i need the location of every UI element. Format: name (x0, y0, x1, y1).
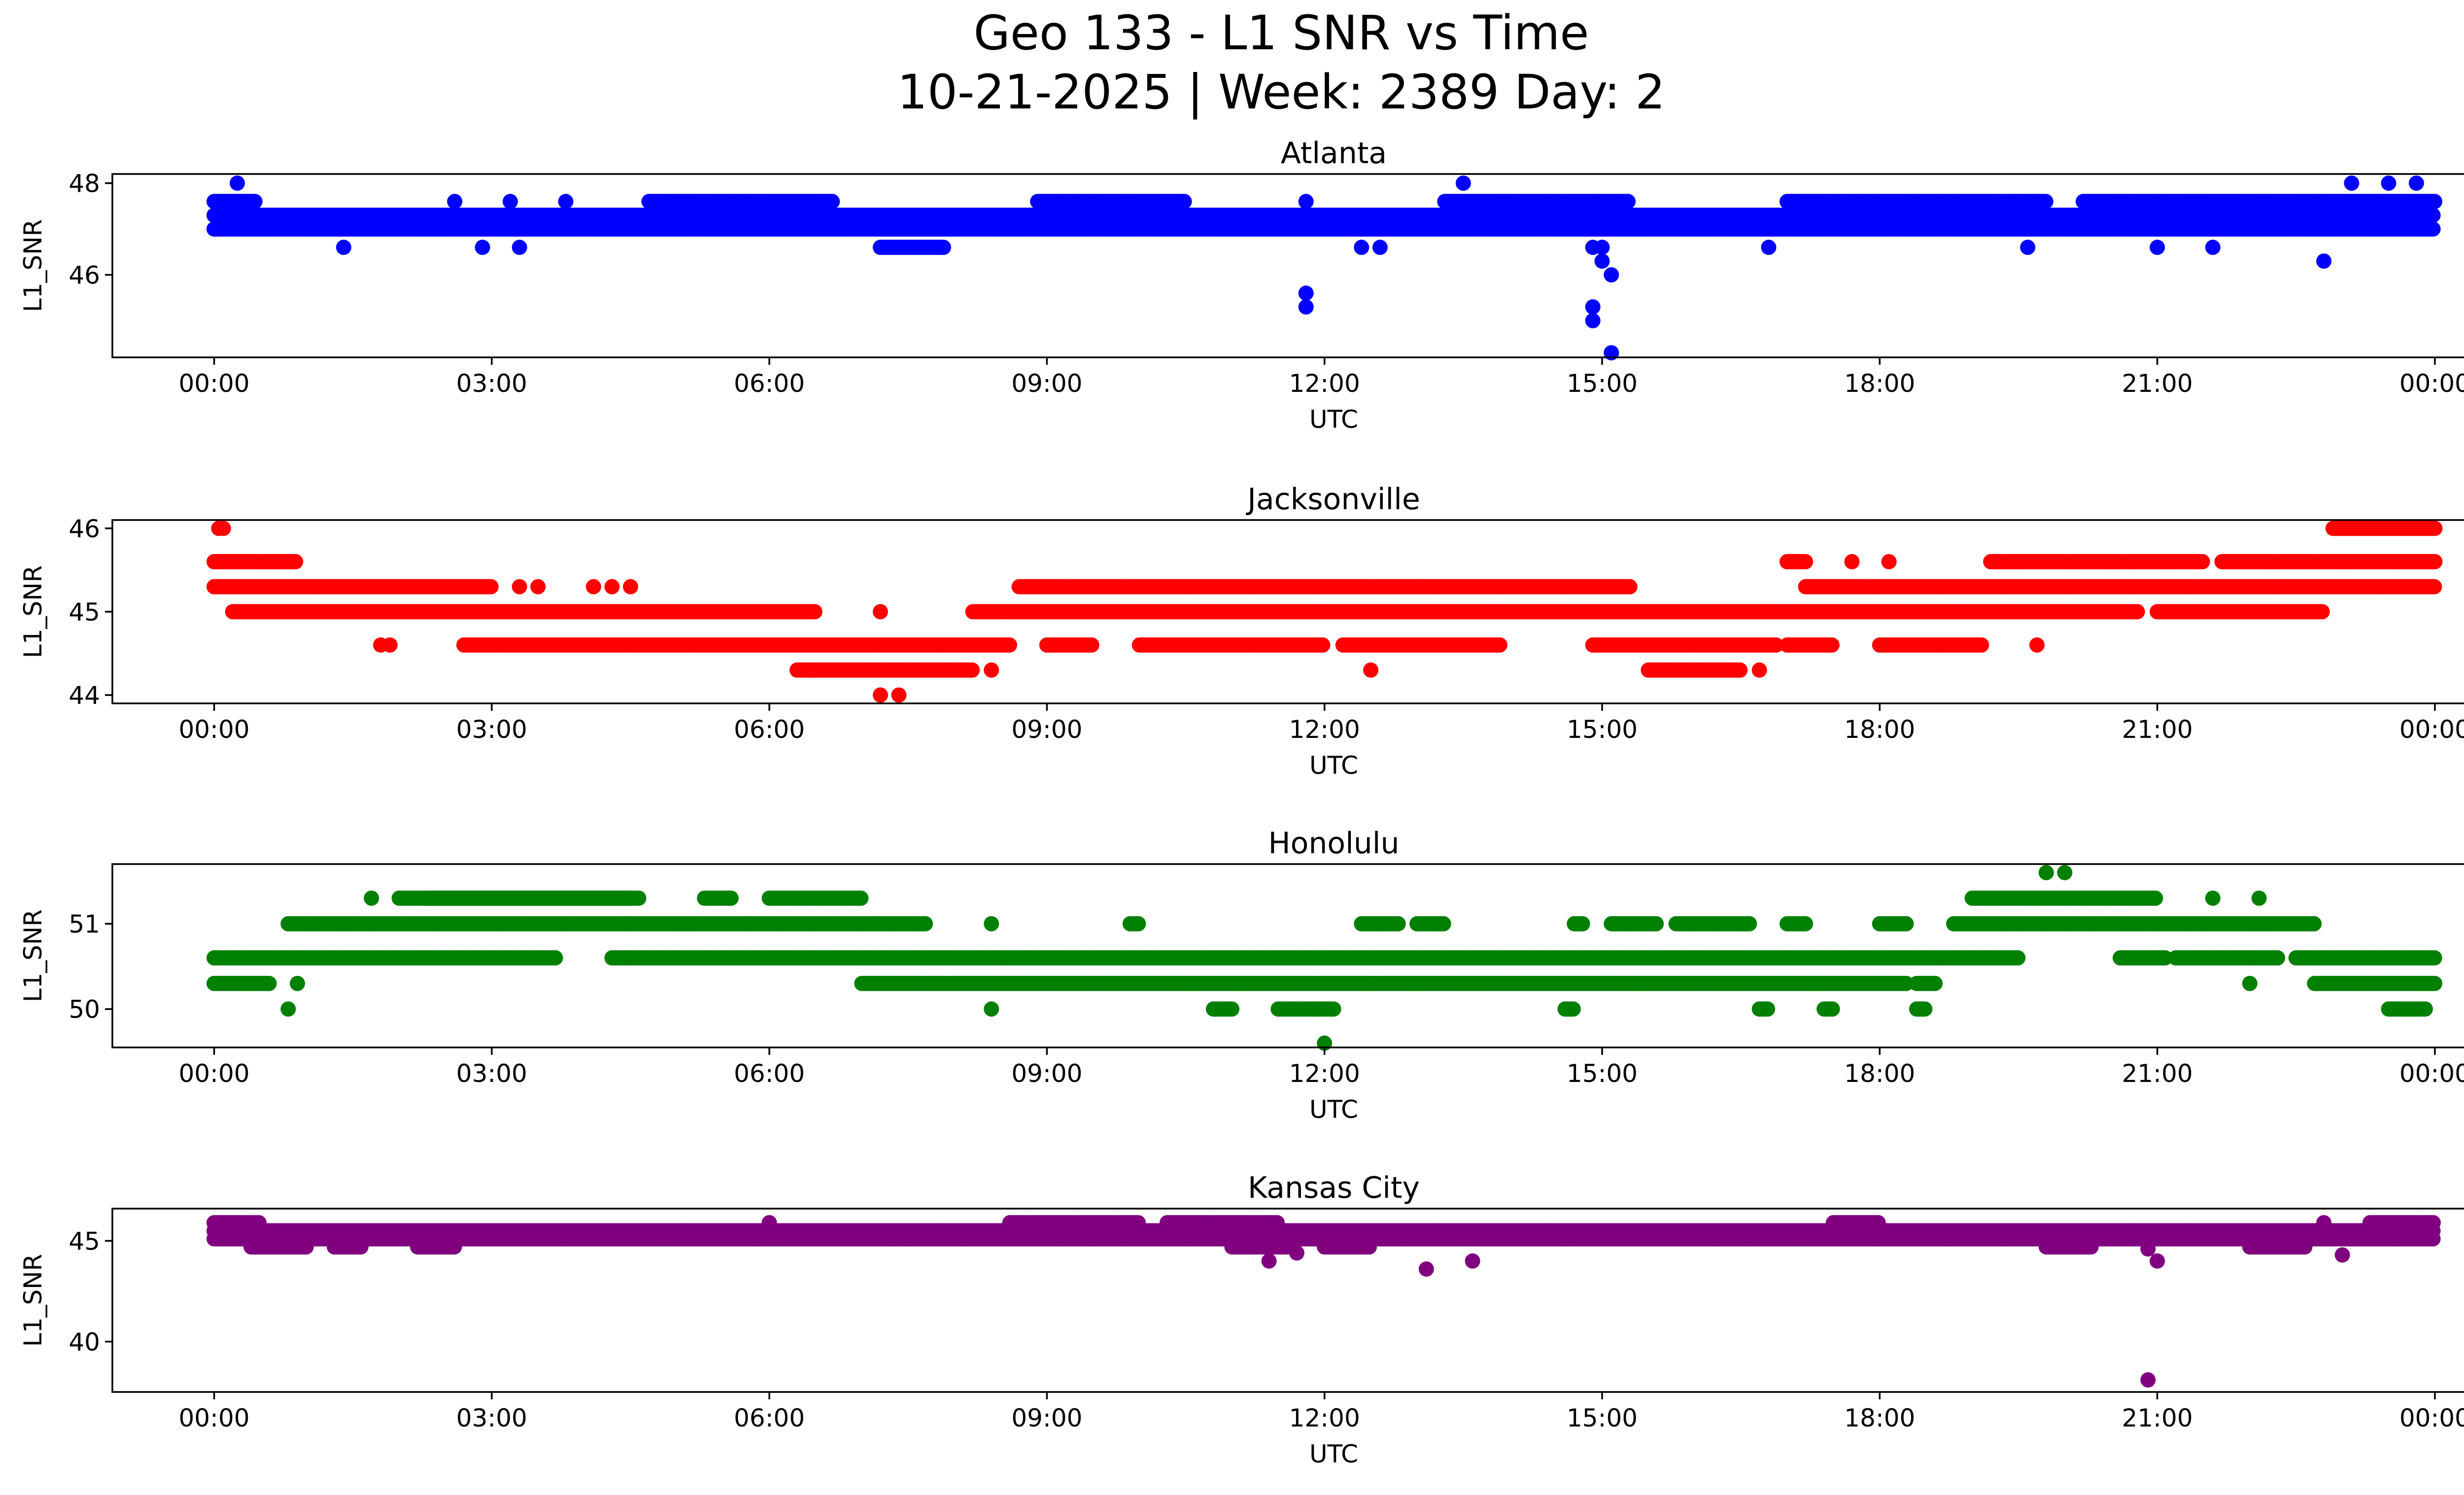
data-point (1761, 240, 1777, 255)
x-tick-label: 12:00 (1289, 369, 1360, 398)
data-point (2194, 554, 2210, 569)
x-tick-label: 03:00 (456, 369, 527, 398)
data-point (1594, 253, 1610, 269)
subplot-atlanta: Atlanta 00:00 03:00 06:00 09:00 12:00 15:00 18:… (19, 136, 2464, 434)
data-point (824, 194, 840, 209)
data-point (336, 240, 351, 255)
data-point (1585, 299, 1601, 315)
data-point (2129, 604, 2145, 620)
data-point (1798, 554, 1814, 569)
data-point (1354, 240, 1369, 255)
data-point (1372, 240, 1388, 255)
data-point (2150, 240, 2165, 255)
x-tick-label: 00:00 (178, 369, 249, 398)
data-point (1594, 240, 1610, 255)
data-point (447, 194, 463, 209)
x-tick-label: 15:00 (1567, 369, 1638, 398)
data-point (502, 194, 518, 209)
data-point (475, 240, 490, 255)
data-point (230, 175, 245, 191)
subplots: Atlanta 00:00 03:00 06:00 09:00 12:00 15:00 18:… (19, 136, 2464, 1468)
data-point (558, 194, 574, 209)
data-point (2205, 240, 2221, 255)
figure-title-line1: Geo 133 - L1 SNR vs Time (974, 5, 1589, 61)
data-point (2425, 208, 2441, 223)
data-point (1298, 299, 1314, 315)
data-point (1455, 175, 1471, 191)
subplot-title: Jacksonville (1245, 482, 1420, 517)
x-tick-label: 18:00 (1844, 369, 1915, 398)
x-axis-label: UTC (1309, 405, 1358, 434)
y-tick-label: 46 (68, 261, 100, 290)
data-point (2425, 221, 2441, 237)
subplot-title: Atlanta (1281, 136, 1387, 171)
data-point (2381, 175, 2396, 191)
data-point (1176, 194, 1192, 209)
data-point (2344, 175, 2360, 191)
data-series (206, 175, 2442, 361)
data-point (512, 240, 527, 255)
figure-title-line2: 10-21-2025 | Week: 2389 Day: 2 (897, 65, 1666, 120)
data-point (2427, 194, 2442, 209)
data-point (1620, 194, 1636, 209)
data-point (1298, 194, 1314, 209)
data-point (936, 240, 951, 255)
data-point (2020, 240, 2036, 255)
x-tick-label: 06:00 (734, 369, 805, 398)
data-point (2408, 175, 2424, 191)
x-tick-label: 09:00 (1011, 369, 1082, 398)
data-point (2314, 604, 2330, 620)
data-point (807, 604, 822, 620)
data-point (247, 194, 263, 209)
y-axis-label: L1_SNR (19, 219, 47, 313)
x-tick-label: 21:00 (2122, 369, 2193, 398)
y-tick-label: 48 (68, 170, 100, 198)
data-point (2038, 194, 2053, 209)
x-tick-label: 00:00 (2399, 369, 2464, 398)
data-point (2316, 253, 2332, 269)
data-point (1298, 285, 1314, 301)
data-point (2427, 579, 2442, 594)
data-point (1585, 313, 1601, 329)
data-point (483, 579, 499, 594)
data-point (288, 554, 304, 569)
data-point (1604, 267, 1619, 283)
data-point (1622, 579, 1638, 594)
data-series (206, 521, 2443, 703)
